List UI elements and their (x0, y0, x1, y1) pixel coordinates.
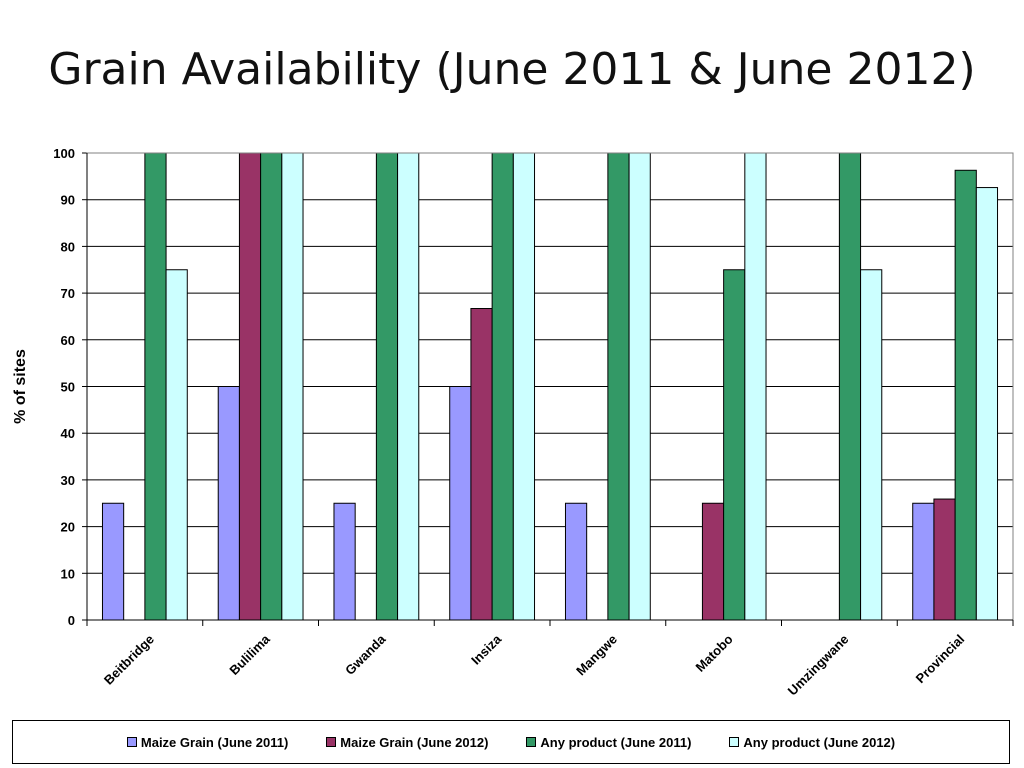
x-tick-label: Bulilima (226, 631, 273, 678)
legend-label: Maize Grain (June 2011) (140, 734, 289, 750)
y-tick-label: 20 (61, 520, 75, 535)
bar-insiza-series-2 (470, 308, 493, 621)
y-tick-label: 0 (68, 613, 75, 628)
y-tick-label: 60 (61, 333, 75, 348)
legend-item: Any product (June 2012) (729, 735, 895, 750)
bar-bulilima-series-3 (260, 152, 283, 621)
legend-item: Maize Grain (June 2012) (326, 735, 488, 750)
y-axis-label: % of sites (12, 349, 29, 424)
y-tick-label: 30 (61, 473, 75, 488)
bar-gwanda-series-3 (375, 152, 399, 621)
legend-swatch (729, 737, 740, 747)
bar-gwanda-series-1 (333, 502, 356, 621)
bar-bulilima-series-1 (217, 386, 240, 621)
bar-beitbridge-series-1 (101, 502, 125, 621)
bar-provincial-series-1 (912, 502, 935, 621)
bar-insiza-series-1 (449, 386, 472, 621)
y-tick-label: 90 (61, 193, 75, 208)
x-tick-label: Umzingwane (785, 632, 852, 699)
legend-label: Maize Grain (June 2012) (340, 734, 489, 750)
bar-beitbridge-series-3 (144, 152, 167, 621)
x-tick-label: Gwanda (342, 631, 389, 678)
bar-mangwe-series-1 (564, 502, 588, 621)
bar-umzingwane-series-4 (860, 269, 883, 621)
y-tick-label: 40 (61, 426, 75, 441)
bar-chart: 0 10 20 30 40 50 60 70 80 90 100 Beitbridge Bulilim… (12, 146, 1014, 698)
bar-provincial-series-2 (933, 498, 956, 621)
x-tick-labels: Beitbridge Bulilima Gwanda Insiza Mangwe Mato… (101, 631, 967, 698)
y-tick-label: 70 (61, 286, 75, 301)
legend-label: Any product (June 2012) (743, 734, 896, 750)
bar-insiza-series-4 (512, 152, 536, 621)
bar-mangwe-series-4 (628, 152, 651, 621)
bar-matobo-series-4 (744, 152, 767, 621)
legend-swatch (326, 737, 337, 747)
y-tick-labels: 0 10 20 30 40 50 60 70 80 90 100 (53, 146, 75, 628)
legend: Maize Grain (June 2011) Maize Grain (June… (12, 720, 1010, 764)
bar-provincial-series-3 (954, 169, 977, 621)
axes (82, 152, 1014, 626)
bar-matobo-series-3 (723, 269, 746, 621)
chart-title: Grain Availability (June 2011 & June 201… (48, 44, 976, 95)
y-tick-label: 50 (61, 380, 75, 395)
x-tick-label: Insiza (468, 631, 505, 668)
x-tick-label: Matobo (692, 631, 735, 674)
bar-mangwe-series-3 (607, 152, 630, 621)
bar-provincial-series-4 (975, 187, 999, 621)
legend-item: Any product (June 2011) (526, 735, 691, 750)
x-tick-label: Mangwe (573, 632, 620, 679)
bar-gwanda-series-4 (397, 152, 420, 621)
bar-bulilima-series-2 (238, 152, 262, 621)
legend-swatch (126, 737, 137, 747)
bar-insiza-series-3 (491, 152, 514, 621)
bar-matobo-series-2 (701, 502, 725, 621)
y-tick-label: 80 (61, 239, 75, 254)
x-tick-label: Provincial (913, 632, 968, 687)
legend-label: Any product (June 2011) (540, 734, 692, 750)
bar-bulilima-series-4 (281, 152, 304, 621)
legend-item: Maize Grain (June 2011) (126, 734, 289, 750)
bar-beitbridge-series-4 (165, 269, 188, 621)
bar-umzingwane-series-3 (838, 152, 862, 621)
legend-swatch (526, 737, 537, 747)
y-tick-label: 10 (61, 566, 75, 581)
y-tick-label: 100 (53, 146, 75, 161)
x-tick-label: Beitbridge (101, 632, 157, 688)
